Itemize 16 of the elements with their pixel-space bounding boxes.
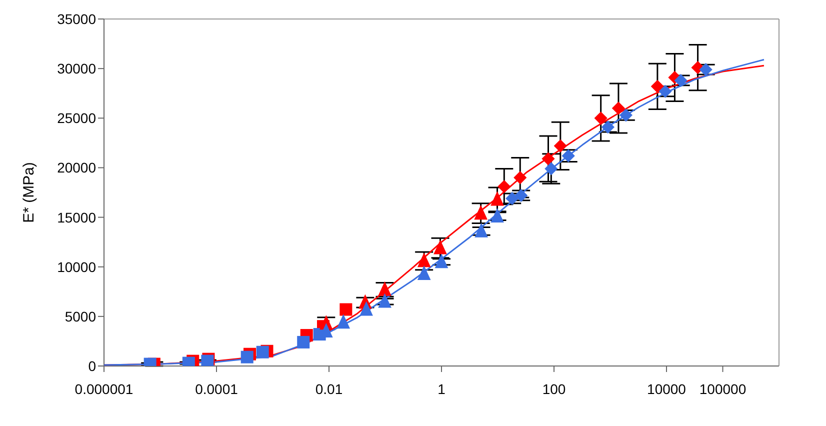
y-tick-label: 0 [88, 358, 96, 374]
x-tick-label: 0.000001 [74, 380, 134, 397]
y-tick-label: 30000 [57, 60, 96, 77]
y-axis-title: E* (MPa) [20, 162, 38, 223]
x-tick-label: 1 [438, 380, 446, 397]
y-tick-label: 35000 [57, 10, 96, 27]
x-tick-label: 100000 [699, 380, 746, 397]
x-tick-label: 0.0001 [195, 380, 238, 397]
y-tick-label: 15000 [57, 209, 96, 226]
x-tick-label: 10000 [647, 380, 686, 397]
y-tick-label: 25000 [57, 110, 96, 126]
y-tick-label: 20000 [57, 160, 96, 176]
x-tick-label: 100 [542, 380, 566, 397]
y-tick-label: 5000 [64, 308, 96, 324]
x-tick-label: 0.01 [315, 380, 343, 397]
y-tick-label: 10000 [57, 258, 96, 275]
